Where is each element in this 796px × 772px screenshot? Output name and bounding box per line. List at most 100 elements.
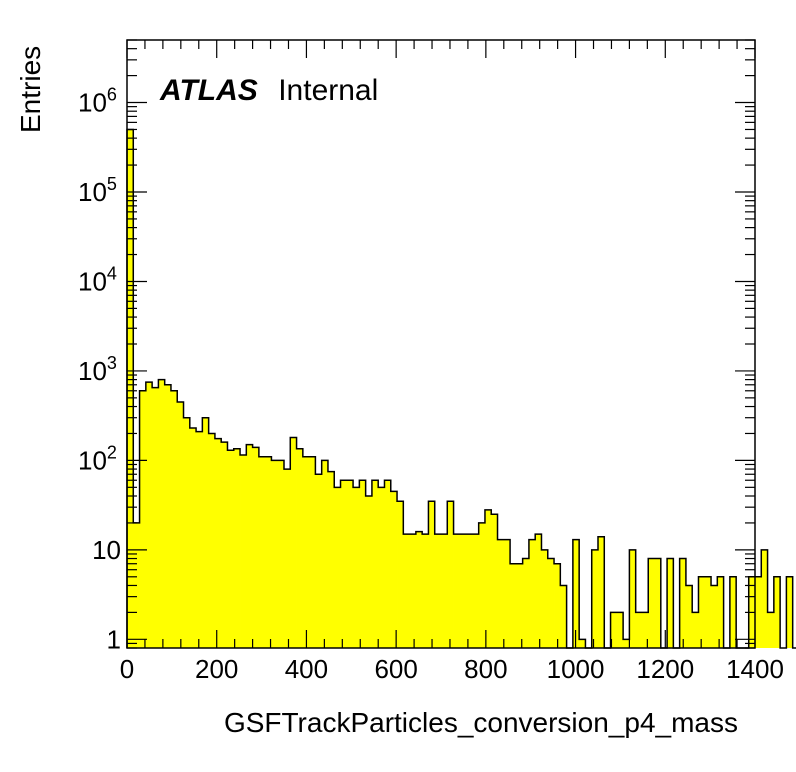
plot-frame xyxy=(126,39,756,649)
histogram-bin xyxy=(145,382,153,648)
histogram-bin xyxy=(459,534,467,648)
histogram-bin xyxy=(296,448,304,648)
histogram-bin xyxy=(321,460,329,648)
histogram-bin xyxy=(309,456,316,648)
histogram-bin xyxy=(453,534,461,648)
histogram-bin xyxy=(535,534,542,648)
histogram-bin xyxy=(284,469,291,648)
histogram-bin xyxy=(384,480,392,648)
histogram-bin xyxy=(252,447,260,648)
histogram-bin xyxy=(302,456,310,648)
histogram-bin xyxy=(629,549,637,648)
histogram-bin xyxy=(221,442,228,648)
histogram-bin xyxy=(334,487,341,648)
histogram-bin xyxy=(755,576,762,648)
histogram-bin xyxy=(528,539,536,648)
histogram-bin xyxy=(139,390,147,648)
y-tick-label: 104 xyxy=(78,263,117,296)
histogram-bin xyxy=(579,639,586,648)
histogram-bin xyxy=(189,428,197,648)
x-tick-labels: 0 200 400 600 800 1000 1200 1400 xyxy=(120,654,784,684)
histogram-bin xyxy=(196,431,203,648)
x-tick-label: 800 xyxy=(464,654,507,684)
atlas-experiment-label: ATLAS xyxy=(159,74,258,107)
histogram-bin xyxy=(422,534,429,648)
histogram-bin xyxy=(711,585,718,648)
histogram-bars xyxy=(127,129,794,649)
histogram-bin xyxy=(591,549,599,648)
histogram-bin xyxy=(717,576,724,648)
histogram-bin xyxy=(353,487,360,648)
histogram-bin xyxy=(365,496,373,648)
x-tick-label: 600 xyxy=(374,654,417,684)
histogram-bin xyxy=(371,480,379,648)
histogram-bin xyxy=(415,531,423,648)
histogram-bin xyxy=(773,576,781,648)
histogram-bin xyxy=(170,390,178,648)
y-tick-label: 1 xyxy=(107,624,121,654)
histogram-bin xyxy=(277,460,285,648)
x-axis-label: GSFTrackParticles_conversion_p4_mass xyxy=(224,707,738,738)
histogram-bin xyxy=(214,438,222,648)
histogram-bin xyxy=(290,437,297,648)
histogram-bin xyxy=(685,585,693,648)
y-tick-label: 103 xyxy=(78,353,117,386)
y-tick-label: 10 xyxy=(92,535,121,565)
x-tick-label: 0 xyxy=(120,654,134,684)
histogram-bin xyxy=(164,384,172,648)
histogram-bin xyxy=(127,129,134,649)
y-tick-label: 105 xyxy=(78,174,117,207)
histogram-bin xyxy=(271,460,279,648)
histogram-bin xyxy=(541,549,549,648)
histogram-bin xyxy=(667,558,674,648)
histogram-bin xyxy=(522,558,530,648)
histogram-bin xyxy=(767,612,775,648)
histogram-bin xyxy=(359,480,367,648)
x-tick-label: 200 xyxy=(195,654,238,684)
histogram-bin xyxy=(679,558,687,648)
x-tick-label: 1000 xyxy=(547,654,605,684)
x-tick-label: 1200 xyxy=(636,654,694,684)
histogram-bin xyxy=(447,501,454,648)
histogram-bin xyxy=(227,450,235,648)
histogram-bin xyxy=(315,474,323,648)
histogram-bin xyxy=(472,534,480,648)
histogram-bin xyxy=(692,612,699,648)
histogram-bin xyxy=(340,480,348,648)
histogram-bin xyxy=(503,539,511,648)
histogram-bin xyxy=(698,576,706,648)
histogram-bin xyxy=(378,487,385,648)
atlas-status-label: Internal xyxy=(278,74,378,107)
histogram-bin xyxy=(246,444,253,648)
histogram-bin xyxy=(616,612,624,648)
histogram-bin xyxy=(554,563,561,648)
axis-ticks xyxy=(126,39,756,649)
histogram-bin xyxy=(484,509,492,648)
histogram-bin xyxy=(409,534,417,648)
histogram-bin xyxy=(623,639,630,648)
y-tick-label: 106 xyxy=(78,85,117,118)
histogram-bin xyxy=(397,501,404,648)
histogram-bin xyxy=(786,576,794,648)
histogram-bin xyxy=(403,534,410,648)
histogram-bin xyxy=(704,576,712,648)
histogram-bin xyxy=(434,534,442,648)
histogram-bin xyxy=(208,433,216,648)
histogram-bin xyxy=(258,456,266,648)
histogram-bin xyxy=(466,534,473,648)
histogram-bin xyxy=(598,536,605,648)
x-tick-label: 1400 xyxy=(726,654,784,684)
y-axis-label: Entries xyxy=(15,46,46,133)
histogram-bin xyxy=(327,471,335,648)
histogram-bin xyxy=(572,539,580,648)
histogram-bin xyxy=(497,539,505,648)
histogram-bin xyxy=(390,491,398,648)
atlas-label: ATLAS Internal xyxy=(159,74,378,107)
histogram-bin xyxy=(560,585,567,648)
histogram-bin xyxy=(635,612,643,648)
histogram-bin xyxy=(510,563,517,648)
histogram-bin xyxy=(654,558,662,648)
histogram-bin xyxy=(428,501,436,648)
histogram-bin xyxy=(491,514,498,648)
